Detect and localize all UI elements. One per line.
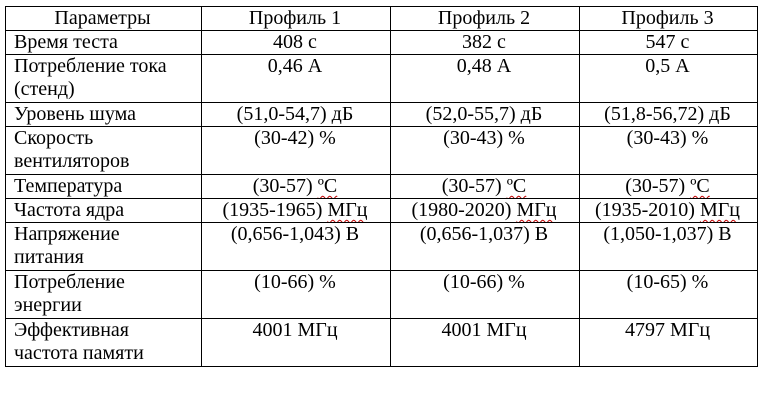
cell-core-clock-p1: (1935-1965) МГц	[201, 198, 391, 223]
temperature-unit: ºC	[690, 175, 710, 198]
cell-test-time-p3: 547 с	[579, 30, 758, 55]
row-label-temperature: Температура	[5, 174, 202, 199]
core-clock-unit: МГц	[699, 199, 741, 222]
cell-supply-voltage-p2: (0,656-1,037) В	[390, 222, 580, 271]
cell-core-clock-p3: (1935-2010) МГц	[579, 198, 758, 223]
row-label-memory-clock: Эффективная частота памяти	[5, 318, 202, 367]
cell-current-draw-p1: 0,46 А	[201, 54, 391, 103]
cell-noise-level-p3: (51,8-56,72) дБ	[579, 102, 758, 127]
table-row: Потребление энергии (10-66) % (10-66) % …	[5, 270, 758, 319]
table-row: Скорость вентиляторов (30-42) % (30-43) …	[5, 126, 758, 175]
cell-fan-speed-p1: (30-42) %	[201, 126, 391, 175]
table-row: Частота ядра (1935-1965) МГц (1980-2020)…	[5, 198, 758, 223]
cell-memory-clock-p2: 4001 МГц	[390, 318, 580, 367]
cell-memory-clock-p1: 4001 МГц	[201, 318, 391, 367]
header-profile-2: Профиль 2	[390, 6, 580, 31]
cell-test-time-p1: 408 с	[201, 30, 391, 55]
row-label-supply-voltage: Напряжение питания	[5, 222, 202, 271]
cell-power-consumption-p3: (10-65) %	[579, 270, 758, 319]
cell-temperature-p1: (30-57) ºC	[201, 174, 391, 199]
cell-temperature-p3: (30-57) ºC	[579, 174, 758, 199]
cell-current-draw-p3: 0,5 А	[579, 54, 758, 103]
table-row: Напряжение питания (0,656-1,043) В (0,65…	[5, 222, 758, 271]
table-row: Температура (30-57) ºC (30-57) ºC (30-57…	[5, 174, 758, 199]
cell-noise-level-p2: (52,0-55,7) дБ	[390, 102, 580, 127]
table-row: Время теста 408 с 382 с 547 с	[5, 30, 758, 55]
cell-supply-voltage-p1: (0,656-1,043) В	[201, 222, 391, 271]
cell-memory-clock-p3: 4797 МГц	[579, 318, 758, 367]
core-clock-range: (1935-2010)	[594, 199, 700, 222]
cell-power-consumption-p2: (10-66) %	[390, 270, 580, 319]
profiles-comparison-table: Параметры Профиль 1 Профиль 2 Профиль 3 …	[5, 6, 758, 367]
temperature-range: (30-57)	[625, 175, 691, 198]
profiles-table-wrapper: Параметры Профиль 1 Профиль 2 Профиль 3 …	[5, 6, 758, 367]
temperature-unit: ºC	[317, 175, 338, 198]
table-row: Эффективная частота памяти 4001 МГц 4001…	[5, 318, 758, 367]
core-clock-unit: МГц	[327, 199, 368, 222]
row-label-current-draw: Потребление тока (стенд)	[5, 54, 202, 103]
temperature-unit: ºC	[506, 175, 527, 198]
header-profile-3: Профиль 3	[579, 6, 758, 31]
cell-test-time-p2: 382 с	[390, 30, 580, 55]
cell-current-draw-p2: 0,48 А	[390, 54, 580, 103]
cell-temperature-p2: (30-57) ºC	[390, 174, 580, 199]
core-clock-range: (1935-1965)	[222, 199, 328, 222]
cell-noise-level-p1: (51,0-54,7) дБ	[201, 102, 391, 127]
row-label-test-time: Время теста	[5, 30, 202, 55]
table-header-row: Параметры Профиль 1 Профиль 2 Профиль 3	[5, 6, 758, 31]
cell-power-consumption-p1: (10-66) %	[201, 270, 391, 319]
row-label-noise-level: Уровень шума	[5, 102, 202, 127]
temperature-range: (30-57)	[252, 175, 318, 198]
row-label-power-consumption: Потребление энергии	[5, 270, 202, 319]
cell-fan-speed-p2: (30-43) %	[390, 126, 580, 175]
core-clock-unit: МГц	[516, 199, 557, 222]
cell-core-clock-p2: (1980-2020) МГц	[390, 198, 580, 223]
header-parameters: Параметры	[5, 6, 202, 31]
row-label-fan-speed: Скорость вентиляторов	[5, 126, 202, 175]
temperature-range: (30-57)	[441, 175, 507, 198]
cell-supply-voltage-p3: (1,050-1,037) В	[579, 222, 758, 271]
table-row: Уровень шума (51,0-54,7) дБ (52,0-55,7) …	[5, 102, 758, 127]
table-row: Потребление тока (стенд) 0,46 А 0,48 А 0…	[5, 54, 758, 103]
row-label-core-clock: Частота ядра	[5, 198, 202, 223]
header-profile-1: Профиль 1	[201, 6, 391, 31]
core-clock-range: (1980-2020)	[411, 199, 517, 222]
cell-fan-speed-p3: (30-43) %	[579, 126, 758, 175]
